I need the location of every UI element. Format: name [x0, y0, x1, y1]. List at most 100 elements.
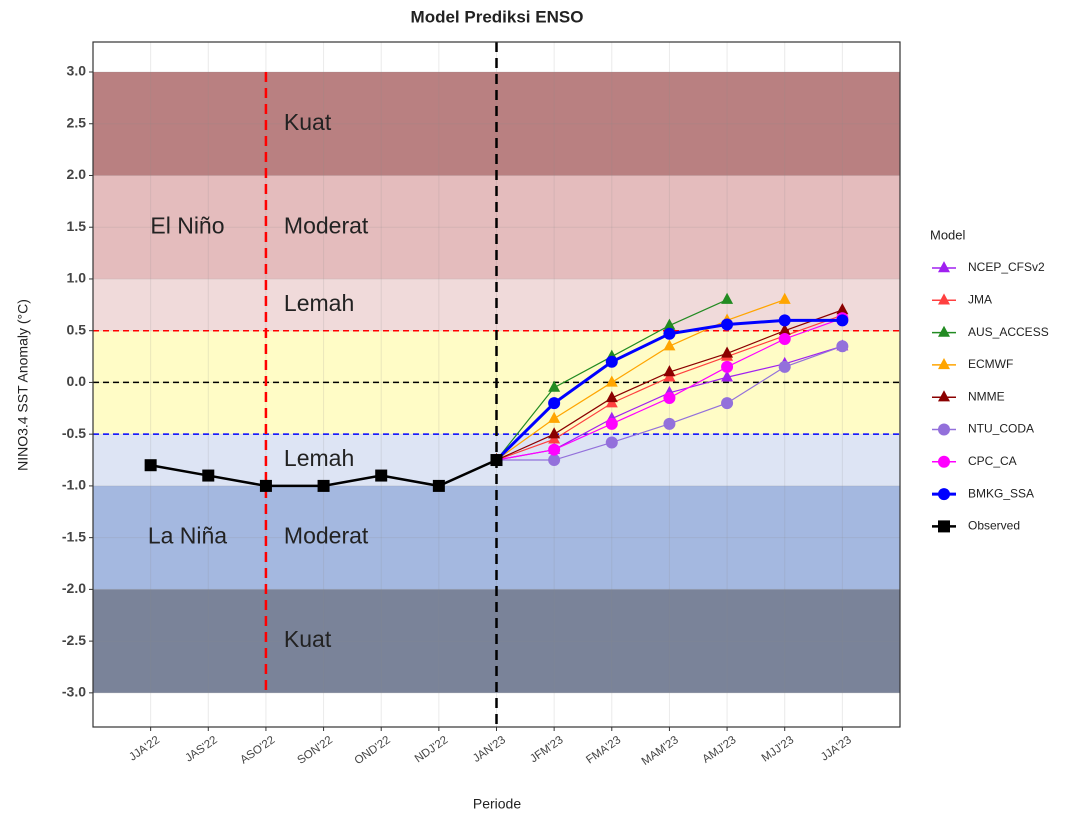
legend-label: Observed: [968, 519, 1020, 533]
legend-marker: [938, 325, 950, 337]
legend-marker: [938, 358, 950, 370]
marker: [605, 355, 618, 368]
group-label: La Niña: [148, 523, 227, 549]
legend-label: NMME: [968, 389, 1005, 403]
y-tick-label: -3.0: [62, 684, 86, 700]
marker: [548, 454, 561, 467]
x-tick-label: OND'22: [353, 734, 393, 767]
legend-title: Model: [930, 227, 966, 242]
marker: [375, 469, 388, 482]
band-label: Kuat: [284, 626, 332, 652]
legend-item: NMME: [932, 389, 1005, 403]
marker: [663, 365, 676, 377]
y-tick-label: 3.0: [67, 63, 87, 79]
x-axis-label: Periode: [473, 796, 521, 812]
marker: [259, 479, 272, 492]
legend-item: NCEP_CFSv2: [932, 260, 1045, 274]
marker: [202, 469, 215, 482]
marker: [663, 417, 676, 430]
y-tick-label: -1.5: [62, 528, 86, 544]
band-label: Moderat: [284, 212, 369, 238]
marker: [548, 397, 561, 410]
marker: [721, 318, 734, 331]
marker: [778, 360, 791, 373]
y-tick-label: 1.5: [67, 218, 87, 234]
legend-marker: [938, 261, 950, 273]
legend-label: BMKG_SSA: [968, 486, 1034, 500]
x-tick-label: JJA'23: [819, 734, 854, 763]
marker: [663, 339, 676, 351]
marker: [721, 346, 734, 358]
marker: [778, 314, 791, 327]
band-label: Kuat: [284, 109, 332, 135]
x-tick-label: NDJ'22: [413, 734, 450, 765]
marker: [663, 318, 676, 330]
legend-item: AUS_ACCESS: [932, 325, 1049, 339]
marker: [605, 375, 618, 387]
marker: [778, 323, 791, 335]
marker: [663, 327, 676, 340]
y-tick-label: -1.0: [62, 477, 86, 493]
marker: [721, 370, 734, 382]
marker: [721, 397, 734, 410]
legend-item: CPC_CA: [932, 454, 1017, 468]
legend-marker: [938, 520, 950, 533]
series-line: [496, 299, 785, 461]
x-tick-label: JJA'22: [127, 734, 162, 763]
x-tick-label: FMA'23: [584, 734, 623, 766]
legend-label: ECMWF: [968, 357, 1013, 371]
y-tick-label: 1.0: [67, 270, 87, 286]
marker: [144, 459, 157, 472]
legend-marker: [938, 390, 950, 402]
x-tick-label: SON'22: [295, 734, 335, 767]
legend-item: NTU_CODA: [932, 422, 1034, 436]
marker: [548, 427, 561, 439]
marker: [836, 303, 849, 315]
x-tick-label: ASO'22: [238, 734, 277, 766]
band-label: Lemah: [284, 445, 354, 471]
marker: [548, 443, 561, 456]
y-tick-label: 2.0: [67, 166, 87, 182]
legend-marker: [938, 293, 950, 305]
x-tick-label: AMJ'23: [701, 734, 739, 766]
marker: [778, 292, 791, 304]
x-tick-label: JAS'22: [183, 734, 219, 765]
y-tick-label: -0.5: [62, 425, 86, 441]
legend-label: JMA: [968, 292, 992, 306]
marker: [721, 292, 734, 304]
marker: [836, 340, 849, 353]
legend-item: Observed: [932, 519, 1020, 533]
marker: [605, 417, 618, 430]
legend-item: ECMWF: [932, 357, 1013, 371]
marker: [721, 360, 734, 373]
legend-label: NCEP_CFSv2: [968, 260, 1045, 274]
y-tick-label: 0.5: [67, 321, 87, 337]
y-tick-label: 0.0: [67, 373, 87, 389]
x-tick-label: MAM'23: [640, 734, 681, 768]
marker: [663, 391, 676, 404]
marker: [490, 454, 503, 467]
legend-label: CPC_CA: [968, 454, 1017, 468]
marker: [605, 391, 618, 403]
y-tick-label: 2.5: [67, 114, 87, 130]
y-axis-label: NINO3.4 SST Anomaly (°C): [15, 299, 31, 471]
y-tick-label: -2.5: [62, 632, 86, 648]
x-tick-label: MJJ'23: [760, 734, 796, 765]
marker: [778, 332, 791, 345]
legend-label: AUS_ACCESS: [968, 325, 1049, 339]
legend-marker: [938, 423, 950, 436]
x-tick-label: JAN'23: [471, 734, 508, 765]
band-label: Lemah: [284, 290, 354, 316]
legend-marker: [938, 488, 950, 501]
legend-marker: [938, 455, 950, 468]
group-label: El Niño: [150, 212, 224, 238]
band-label: Moderat: [284, 523, 369, 549]
chart-title: Model Prediksi ENSO: [411, 7, 584, 26]
marker: [836, 314, 849, 327]
marker: [317, 479, 330, 492]
legend-item: BMKG_SSA: [932, 486, 1034, 500]
legend-label: NTU_CODA: [968, 422, 1034, 436]
y-tick-label: -2.0: [62, 580, 86, 596]
marker: [605, 436, 618, 449]
